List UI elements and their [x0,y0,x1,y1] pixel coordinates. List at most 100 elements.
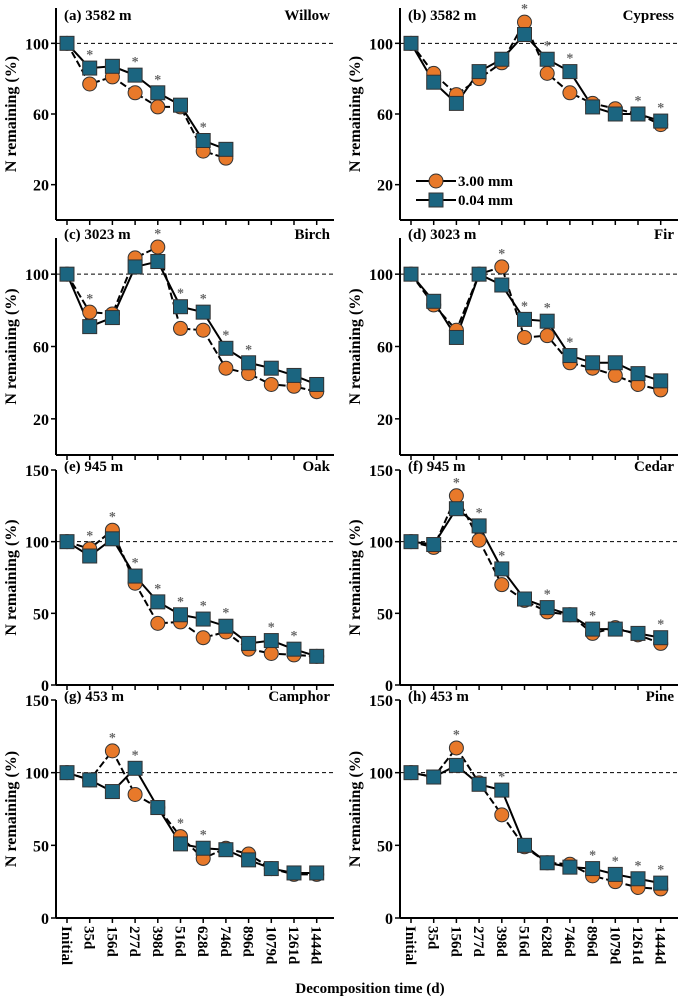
series-line-0.04mm [66,537,318,658]
point-0.04mm-746d [562,607,578,623]
point-0.04mm-398d [150,800,166,816]
panel-oak: 0 50 100 150 N remaining (%) (e) 945 m Oak * * * *… [3,459,334,695]
y-tick-label: 20 [377,412,393,429]
y-tick-label: 20 [33,412,49,429]
point-0.04mm-896d [241,635,257,651]
significance-star: * [476,506,483,521]
point-0.04mm-628d [539,855,555,871]
point-0.04mm-1079d [607,866,623,882]
series-line-0.04mm [410,272,662,382]
point-3mm-156d [448,488,464,504]
y-tick-label: 20 [377,178,393,195]
point-3mm-746d [218,360,234,376]
x-tick-label: 516d [516,926,532,958]
y-tick-label: 100 [369,267,393,284]
point-0.04mm-628d [195,304,211,320]
point-0.04mm-896d [585,621,601,637]
point-0.04mm-Initial [403,765,419,781]
significance-star: * [177,595,184,610]
significance-star: * [657,618,664,633]
point-0.04mm-35d [426,769,442,785]
point-0.04mm-1444d [309,865,325,881]
significance-star: * [657,101,664,116]
x-tick-label: 1261d [285,926,301,965]
point-0.04mm-1444d [309,376,325,392]
y-axis-title: N remaining (%) [3,288,20,404]
x-tick-label: 277d [470,926,486,958]
y-tick-label: 150 [25,463,49,480]
point-3mm-628d [539,328,555,344]
y-tick-label: 60 [377,107,393,124]
point-0.04mm-35d [426,293,442,309]
point-3mm-398d [494,259,510,275]
point-0.04mm-628d [195,840,211,856]
panel-label: (h) 453 m [408,689,469,705]
species-label: Willow [284,8,330,24]
point-0.04mm-398d [494,561,510,577]
point-0.04mm-1261d [630,625,646,641]
panel-label: (d) 3023 m [408,227,477,243]
point-0.04mm-628d [539,51,555,67]
panel-cedar: 0 50 100 150 N remaining (%) (f) 945 m Cedar * *… [347,459,678,695]
significance-star: * [498,247,505,262]
y-tick-label: 100 [25,267,49,284]
legend-square-icon [428,192,444,208]
point-0.04mm-398d [150,254,166,270]
legend-label: 3.00 mm [458,174,513,190]
panel-birch: 20 60 100 N remaining (%) (c) 3023 m Birch * * *… [3,227,334,460]
point-0.04mm-35d [82,60,98,76]
point-3mm-1079d [263,645,279,661]
panel-willow: 20 60 100 N remaining (%) (a) 3582 m Willow * *… [3,8,334,225]
y-tick-label: 60 [33,340,49,357]
y-tick-label: 50 [33,606,49,623]
panel-pine: 0 50 100 150 N remaining (%) Initial 35d 156d 27… [347,689,678,965]
significance-star: * [86,292,93,307]
point-3mm-398d [150,615,166,631]
significance-star: * [200,292,207,307]
x-tick-label: Initial [402,926,418,965]
significance-star: * [291,629,298,644]
point-3mm-398d [494,577,510,593]
point-0.04mm-1261d [286,641,302,657]
point-0.04mm-1444d [309,648,325,664]
point-0.04mm-746d [218,141,234,157]
point-0.04mm-277d [471,776,487,792]
x-tick-label: 628d [538,926,554,958]
panel-label: (g) 453 m [64,689,124,705]
point-0.04mm-Initial [403,266,419,282]
y-tick-label: 50 [377,838,393,855]
point-0.04mm-628d [539,600,555,616]
y-axis-title: N remaining (%) [347,519,364,635]
panel-label: (f) 945 m [408,459,466,475]
point-0.04mm-746d [218,842,234,858]
y-axis-title: N remaining (%) [3,751,20,867]
point-0.04mm-746d [562,348,578,364]
point-0.04mm-1079d [263,633,279,649]
point-0.04mm-1079d [263,861,279,877]
x-tick-label: 277d [126,926,142,958]
significance-star: * [132,55,139,70]
series-line-0.04mm [410,33,661,123]
x-tick-label: 516d [172,926,188,958]
point-0.04mm-1261d [630,871,646,887]
point-3mm-277d [127,786,143,802]
significance-star: * [566,52,573,67]
significance-star: * [132,748,139,763]
point-0.04mm-156d [448,757,464,773]
series-line-0.04mm [66,766,317,874]
significance-star: * [544,301,551,316]
series-line-3mm [66,749,317,876]
x-tick-label: 628d [194,926,210,958]
y-axis-title: N remaining (%) [3,56,20,172]
point-0.04mm-398d [150,594,166,610]
x-axis-title: Decomposition time (d) [295,981,444,997]
significance-star: * [177,817,184,832]
point-3mm-1079d [263,376,279,392]
x-tick-label: 896d [240,926,256,958]
x-tick-label: 398d [149,926,165,958]
point-0.04mm-35d [426,537,442,553]
point-0.04mm-1444d [653,630,669,646]
series-line-3mm [410,19,662,126]
significance-star: * [544,39,551,54]
point-3mm-746d [562,85,578,101]
